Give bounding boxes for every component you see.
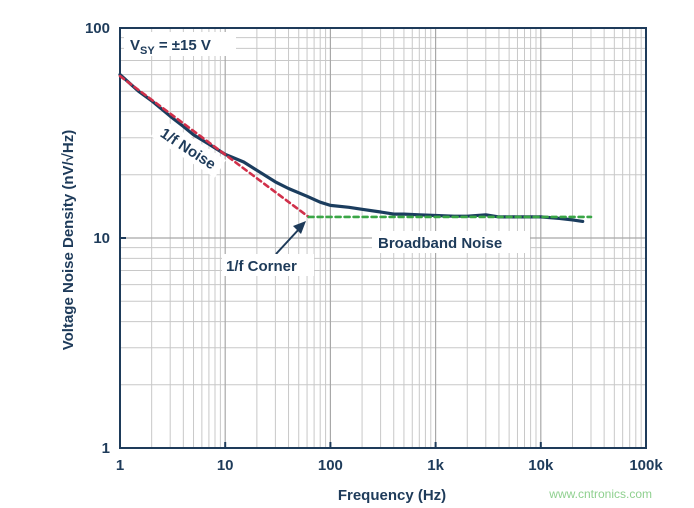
- one-over-f-corner-label: 1/f Corner: [226, 258, 297, 275]
- watermark: www.cntronics.com: [548, 487, 652, 501]
- x-tick-label: 100k: [629, 457, 663, 474]
- y-axis-title: Voltage Noise Density (nV/√Hz): [60, 130, 77, 351]
- condition-label-bg: [124, 32, 236, 56]
- corner-arrow: [275, 227, 301, 255]
- x-tick-label: 1k: [427, 457, 444, 474]
- axis-ticks: [119, 27, 647, 449]
- broadband-noise-label: Broadband Noise: [378, 235, 502, 252]
- x-tick-label: 10k: [528, 457, 554, 474]
- series-layer: [118, 72, 593, 223]
- condition-label: VSY = ±15 V: [130, 37, 211, 57]
- y-tick-label: 10: [93, 230, 110, 247]
- x-tick-label: 100: [318, 457, 343, 474]
- one-over-f-line: [118, 74, 310, 219]
- y-tick-label: 100: [85, 20, 110, 37]
- tick-labels: 1 10 100 1k 10k 100k 1 10 100: [85, 20, 663, 474]
- x-axis-title: Frequency (Hz): [338, 487, 446, 504]
- corner-label-bg: [222, 254, 314, 276]
- corner-arrowhead: [293, 221, 306, 234]
- x-tick-label: 1: [116, 457, 124, 474]
- broadband-label-bg: [372, 231, 530, 253]
- one-over-f-label-bg: [150, 118, 227, 178]
- y-tick-label: 1: [102, 440, 110, 457]
- x-tick-label: 10: [217, 457, 234, 474]
